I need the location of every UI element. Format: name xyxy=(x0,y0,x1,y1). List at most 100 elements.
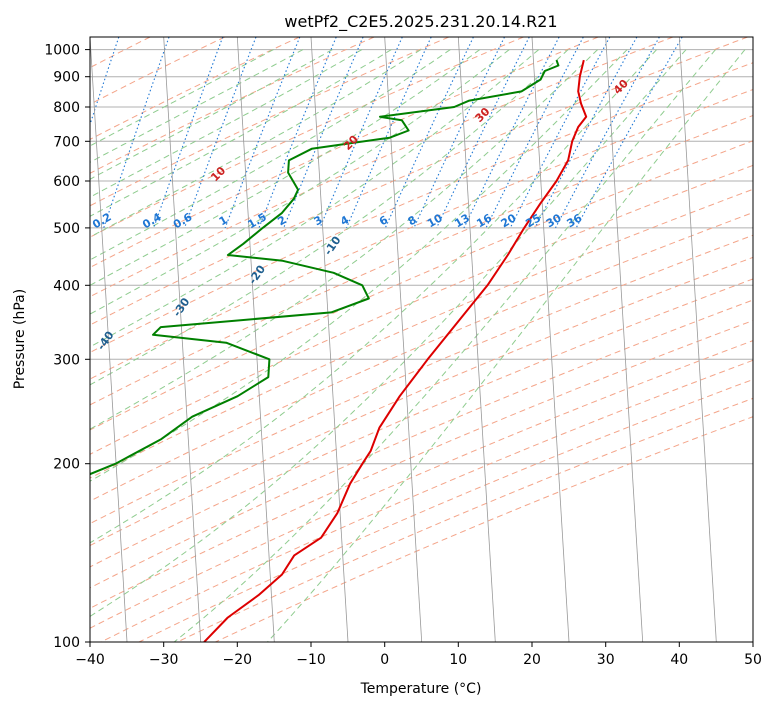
dry-adiabat-label: 0 xyxy=(67,207,82,222)
chart-title: wetPf2_C2E5.2025.231.20.14.R21 xyxy=(284,12,557,32)
mixing-ratio-line xyxy=(283,37,364,229)
dry-adiabat-line xyxy=(90,278,753,568)
mixing-ratio-label: 8 xyxy=(406,213,419,228)
mixing-ratio-line xyxy=(153,37,224,229)
mixing-ratio-line xyxy=(413,37,505,229)
y-tick-label: 200 xyxy=(53,457,80,473)
dry-adiabat-line xyxy=(90,340,753,629)
isotherm-line xyxy=(678,37,717,642)
dry-adiabat-line xyxy=(90,114,753,406)
x-tick-label: −20 xyxy=(223,652,253,668)
isotherm-line xyxy=(605,37,644,642)
mixing-ratio-line xyxy=(224,37,301,229)
mixing-ratio-line xyxy=(555,37,660,229)
dry-adiabat-line xyxy=(90,140,753,431)
line-labels: -100-90-80-70-60-50-40-30-20-100.10.20.4… xyxy=(67,77,631,353)
dry-adiabat-label: 30 xyxy=(473,105,493,125)
dewpoint-profile xyxy=(90,59,560,476)
isotherm-label: -40 xyxy=(95,329,117,353)
moist-adiabat-line xyxy=(90,49,481,286)
mixing-ratio-line xyxy=(103,37,170,229)
x-tick-label: 0 xyxy=(380,652,389,668)
moist-adiabat-line xyxy=(90,49,540,348)
dry-adiabat-line xyxy=(90,188,753,479)
moist-adiabats xyxy=(90,49,746,642)
moist-adiabat-line xyxy=(90,49,304,163)
y-tick-label: 100 xyxy=(53,635,80,651)
moist-adiabat-line xyxy=(90,49,451,261)
y-tick-label: 700 xyxy=(53,134,80,150)
temperature-profile xyxy=(203,59,588,642)
y-tick-label: 1000 xyxy=(44,43,80,59)
y-tick-label: 900 xyxy=(53,70,80,86)
mixing-ratio-line xyxy=(463,37,560,229)
dry-adiabat-line xyxy=(90,37,300,140)
dry-adiabat-line xyxy=(90,37,450,207)
isotherms xyxy=(90,37,753,642)
mixing-ratio-label: 2 xyxy=(275,213,288,228)
mixing-ratio-line xyxy=(436,37,530,229)
y-tick-label: 500 xyxy=(53,221,80,237)
isotherm-line xyxy=(236,37,275,642)
axis-ticks: −40 −30 −20 −10 0 10 20 30 40 5010009008007006005… xyxy=(44,43,762,668)
x-tick-label: 20 xyxy=(523,652,541,668)
y-tick-label: 600 xyxy=(53,174,80,190)
moist-adiabat-line xyxy=(90,49,392,217)
dry-adiabat-line xyxy=(138,378,753,642)
dry-adiabat-line xyxy=(100,359,753,642)
dry-adiabat-line xyxy=(90,256,753,547)
isotherm-line xyxy=(384,37,423,642)
dry-adiabat-line xyxy=(90,234,753,525)
dry-adiabat-line xyxy=(90,88,753,380)
isotherm-line xyxy=(752,37,753,44)
moist-adiabat-line xyxy=(90,49,657,544)
moist-adiabat-line xyxy=(90,49,687,618)
moist-adiabat-line xyxy=(267,49,746,642)
moist-adiabat-line xyxy=(90,49,510,315)
x-tick-label: −10 xyxy=(296,652,326,668)
mixing-ratio-label: 6 xyxy=(377,213,390,228)
x-tick-label: 40 xyxy=(670,652,688,668)
x-tick-label: 10 xyxy=(449,652,467,668)
dry-adiabat-line xyxy=(90,37,599,268)
dry-adiabat-line xyxy=(90,37,225,105)
isotherm-line xyxy=(531,37,570,642)
mixing-ratio-line xyxy=(90,37,120,127)
mixing-ratio-line xyxy=(183,37,257,229)
y-tick-label: 400 xyxy=(53,278,80,294)
x-tick-label: 30 xyxy=(597,652,615,668)
dry-adiabat-label: 40 xyxy=(611,77,631,97)
dry-adiabat-line xyxy=(90,299,753,589)
x-tick-label: −40 xyxy=(75,652,105,668)
y-tick-label: 800 xyxy=(53,100,80,116)
isotherm-line xyxy=(163,37,202,642)
isotherm-line xyxy=(310,37,349,642)
dry-adiabat-line xyxy=(90,212,753,502)
y-axis-title: Pressure (hPa) xyxy=(12,289,28,389)
mixing-ratio-line xyxy=(319,37,403,229)
dry-adiabat-line xyxy=(90,37,375,174)
dry-adiabat-line xyxy=(177,397,753,642)
moist-adiabat-line xyxy=(90,49,363,198)
isotherm-label: -10 xyxy=(322,234,344,258)
mixing-ratio-line xyxy=(575,37,683,229)
isotherm-line xyxy=(90,37,128,642)
moist-adiabat-line xyxy=(90,49,333,180)
moist-adiabat-line xyxy=(173,49,716,642)
dry-adiabat-line xyxy=(90,164,753,455)
isotherm-line xyxy=(457,37,496,642)
y-tick-label: 300 xyxy=(53,352,80,368)
dry-adiabats xyxy=(90,37,753,642)
plot-frame xyxy=(89,36,754,643)
mixing-ratio-line xyxy=(258,37,337,229)
x-tick-label: −30 xyxy=(149,652,179,668)
dry-adiabat-line xyxy=(90,37,524,238)
x-axis-title: Temperature (°C) xyxy=(360,681,482,697)
mixing-ratio-line xyxy=(534,37,638,229)
profiles xyxy=(90,59,588,642)
isotherm-label: -30 xyxy=(170,295,192,319)
dry-adiabat-line xyxy=(90,62,753,353)
mixing-ratio-lines xyxy=(90,37,683,229)
moist-adiabat-line xyxy=(90,49,599,430)
